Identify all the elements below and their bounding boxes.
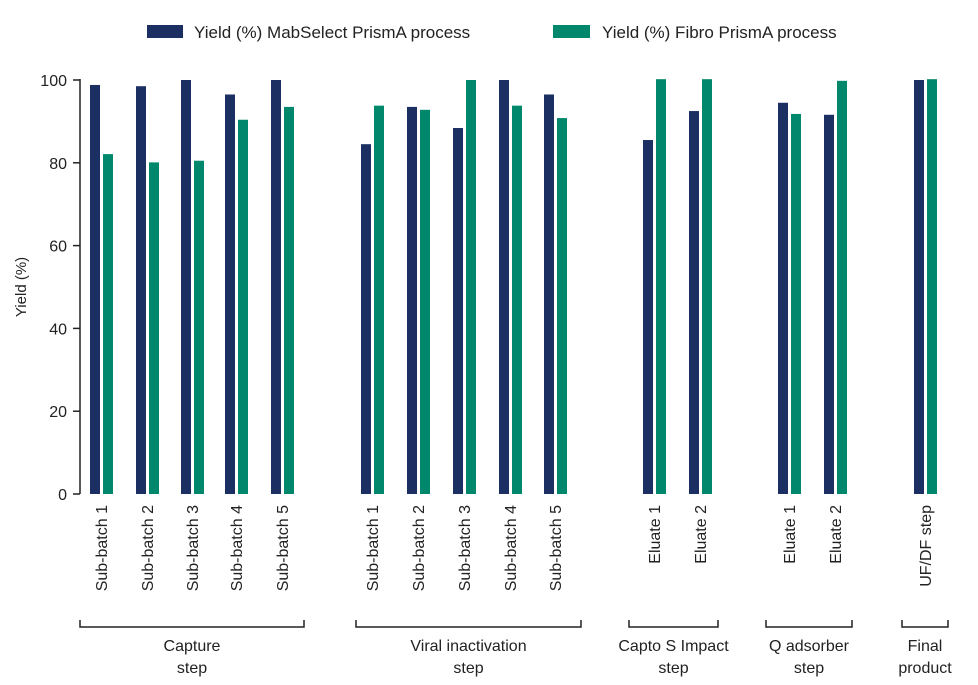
group-bracket <box>628 620 719 628</box>
y-tick-label: 80 <box>49 156 67 173</box>
group-label: Final <box>908 638 943 655</box>
bar-mabselect <box>643 140 653 494</box>
legend-swatch-mabselect <box>147 25 183 38</box>
group-bracket <box>901 620 949 628</box>
bar-mabselect <box>181 80 191 494</box>
x-tick-label: Eluate 2 <box>828 505 845 564</box>
bar-mabselect <box>361 144 371 495</box>
group-label: step <box>453 660 483 677</box>
group-bracket <box>765 620 853 628</box>
bar-fibro <box>702 79 712 494</box>
bar-fibro <box>466 80 476 494</box>
bar-fibro <box>791 113 801 494</box>
group-label: Capture <box>164 638 221 655</box>
bars <box>90 79 937 495</box>
bar-fibro <box>284 106 294 494</box>
bar-fibro <box>557 118 567 494</box>
x-tick-labels: Sub-batch 1 Sub-batch 2 Sub-batch 3 Sub-bat… <box>94 505 935 591</box>
group-label: Q adsorber <box>769 638 850 655</box>
bar-fibro <box>837 80 847 494</box>
legend-swatch-fibro <box>553 25 590 38</box>
x-tick-label: UF/DF step <box>918 505 935 587</box>
group-label: product <box>898 660 952 677</box>
bar-fibro <box>374 105 384 494</box>
x-tick-label: Eluate 2 <box>693 505 710 564</box>
group-label: step <box>177 660 207 677</box>
bar-mabselect <box>136 86 146 495</box>
group-label: Capto S Impact <box>618 638 729 655</box>
x-tick-label: Sub-batch 4 <box>229 505 246 591</box>
bar-fibro <box>238 119 248 494</box>
x-tick-label: Sub-batch 4 <box>503 505 520 591</box>
bar-mabselect <box>914 80 924 494</box>
x-tick-label: Eluate 1 <box>782 505 799 564</box>
x-tick-label: Sub-batch 3 <box>457 505 474 591</box>
bar-fibro <box>420 109 430 495</box>
axes: 0 20 40 60 80 100 <box>40 73 81 504</box>
group-label: Viral inactivation <box>410 638 526 655</box>
bar-fibro <box>927 79 937 494</box>
x-tick-label: Eluate 1 <box>647 505 664 564</box>
bar-fibro <box>103 154 113 494</box>
y-tick-label: 0 <box>58 487 67 504</box>
x-tick-label: Sub-batch 1 <box>365 505 382 591</box>
legend-label-fibro: Yield (%) Fibro PrismA process <box>602 23 837 42</box>
bar-mabselect <box>499 80 509 494</box>
x-tick-label: Sub-batch 2 <box>140 505 157 591</box>
group-label: step <box>794 660 824 677</box>
bar-mabselect <box>225 94 235 495</box>
bar-mabselect <box>271 80 281 494</box>
bar-mabselect <box>453 128 463 495</box>
group-brackets: Capture step Viral inactivation step Capto S… <box>79 620 952 677</box>
group-bracket <box>355 620 582 628</box>
y-tick-label: 60 <box>49 239 67 256</box>
legend: Yield (%) MabSelect PrismA process Yield… <box>147 23 837 42</box>
group-bracket <box>79 620 305 628</box>
x-tick-label: Sub-batch 5 <box>548 505 565 591</box>
y-tick-label: 20 <box>49 404 67 421</box>
bar-mabselect <box>90 84 100 494</box>
bar-mabselect <box>407 106 417 494</box>
y-tick-label: 100 <box>40 73 67 90</box>
y-axis-label: Yield (%) <box>13 257 30 317</box>
bar-mabselect <box>689 111 699 495</box>
x-tick-label: Sub-batch 1 <box>94 505 111 591</box>
group-label: step <box>658 660 688 677</box>
x-tick-label: Sub-batch 5 <box>275 505 292 591</box>
x-tick-label: Sub-batch 3 <box>185 505 202 591</box>
bar-fibro <box>149 162 159 495</box>
bar-mabselect <box>824 114 834 494</box>
bar-fibro <box>656 79 666 494</box>
bar-mabselect <box>778 102 788 495</box>
bar-fibro <box>512 105 522 494</box>
y-tick-label: 40 <box>49 321 67 338</box>
bar-mabselect <box>544 94 554 495</box>
bar-fibro <box>194 160 204 495</box>
x-tick-label: Sub-batch 2 <box>411 505 428 591</box>
legend-label-mabselect: Yield (%) MabSelect PrismA process <box>194 23 470 42</box>
